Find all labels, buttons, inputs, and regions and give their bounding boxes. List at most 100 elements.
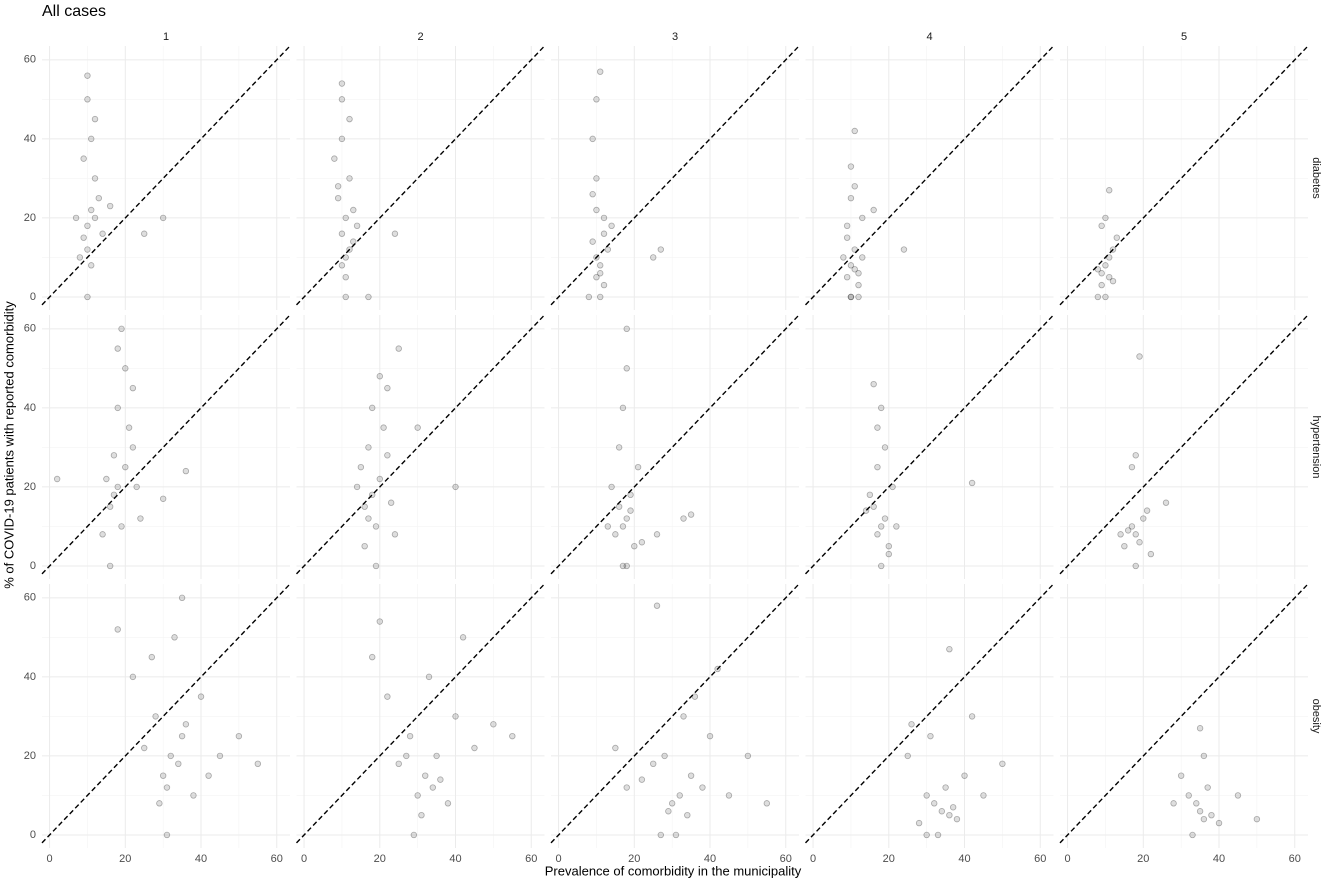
scatter-point <box>391 230 399 237</box>
scatter-point <box>122 463 129 471</box>
scatter-point <box>163 831 171 839</box>
scatter-point <box>387 499 395 506</box>
scatter-point <box>1094 293 1102 301</box>
scatter-point <box>53 475 61 483</box>
scatter-point <box>1128 523 1136 530</box>
scatter-point <box>346 175 353 182</box>
x-tick-label: 20 <box>883 853 895 865</box>
scatter-point <box>103 475 110 483</box>
scatter-point <box>99 531 106 538</box>
scatter-point <box>452 483 459 491</box>
y-tick-label: 0 <box>30 829 36 841</box>
scatter-point <box>597 262 604 269</box>
scatter-point <box>88 262 95 269</box>
scatter-point <box>665 808 672 815</box>
scatter-point <box>874 424 881 431</box>
scatter-point <box>1098 270 1105 277</box>
scatter-point <box>893 523 900 530</box>
scatter-point <box>414 424 421 431</box>
scatter-point <box>406 732 414 740</box>
scatter-point <box>870 503 877 510</box>
scatter-point <box>946 811 953 819</box>
scatter-point <box>597 270 604 277</box>
scatter-point <box>159 214 167 222</box>
scatter-point <box>148 653 156 661</box>
scatter-point <box>672 831 680 839</box>
scatter-point <box>334 194 342 202</box>
scatter-point <box>900 246 908 253</box>
identity-line <box>41 583 291 844</box>
scatter-point <box>843 273 851 281</box>
scatter-point <box>953 815 961 823</box>
scatter-point <box>1143 507 1151 514</box>
scatter-point <box>84 246 91 253</box>
scatter-point <box>881 444 889 451</box>
scatter-point <box>84 293 91 301</box>
scatter-point <box>615 444 623 451</box>
identity-line <box>41 45 291 306</box>
scatter-point <box>338 80 346 87</box>
identity-line <box>295 314 546 575</box>
scatter-point <box>1102 214 1109 222</box>
scatter-point <box>338 96 346 103</box>
x-tick-label: 60 <box>271 853 283 865</box>
scatter-point <box>80 234 87 241</box>
scatter-point <box>851 127 858 135</box>
scatter-point <box>429 784 437 791</box>
x-tick-label: 0 <box>810 853 816 865</box>
scatter-point <box>949 804 957 811</box>
scatter-point <box>657 246 665 253</box>
scatter-point <box>365 293 372 301</box>
scatter-point <box>870 206 877 214</box>
scatter-point <box>593 273 600 281</box>
scatter-point <box>638 776 646 783</box>
scatter-point <box>612 744 619 752</box>
scatter-point <box>687 772 695 779</box>
scatter-point <box>942 784 949 791</box>
x-tick-label: 20 <box>628 853 640 865</box>
scatter-point <box>1200 815 1208 823</box>
identity-line <box>550 45 800 306</box>
scatter-point <box>589 238 596 245</box>
scatter-point <box>931 800 938 807</box>
y-tick-label: 40 <box>24 402 36 414</box>
scatter-point <box>650 254 657 261</box>
scatter-point <box>338 135 346 143</box>
scatter-point <box>141 230 148 237</box>
x-tick-label: 0 <box>1065 853 1071 865</box>
scatter-point <box>110 491 118 499</box>
scatter-point <box>395 760 402 768</box>
scatter-point <box>410 831 418 839</box>
scatter-point <box>88 206 95 214</box>
identity-line <box>295 583 546 844</box>
scatter-point <box>350 206 357 214</box>
scatter-point <box>600 214 608 222</box>
scatter-point <box>110 452 118 459</box>
scatter-point <box>372 523 380 530</box>
scatter-point <box>152 713 159 720</box>
scatter-point <box>369 404 376 412</box>
scatter-point <box>589 191 596 198</box>
scatter-point <box>331 155 338 162</box>
scatter-point <box>866 491 874 499</box>
scatter-point <box>1132 452 1139 459</box>
scatter-point <box>915 819 923 827</box>
scatter-point <box>1200 752 1208 760</box>
scatter-point <box>968 713 976 720</box>
scatter-point <box>923 831 930 839</box>
y-tick-label: 20 <box>24 212 36 224</box>
x-tick-label: 40 <box>1213 853 1225 865</box>
scatter-point <box>725 792 733 799</box>
scatter-point <box>338 230 346 237</box>
x-tick-label: 0 <box>556 853 562 865</box>
x-tick-label: 60 <box>525 853 537 865</box>
scatter-point <box>1098 281 1105 289</box>
scatter-point <box>661 752 668 760</box>
scatter-point <box>855 293 862 301</box>
scatter-point <box>133 483 140 491</box>
scatter-point <box>122 365 129 372</box>
scatter-point <box>593 206 600 214</box>
y-tick-label: 40 <box>24 671 36 683</box>
scatter-point <box>1136 353 1143 360</box>
scatter-point <box>593 96 600 103</box>
